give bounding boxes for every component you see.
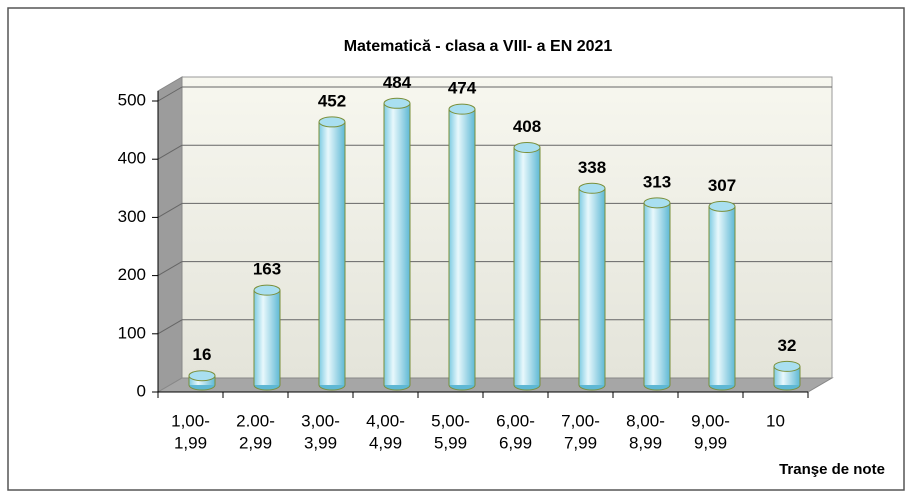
bar: [513, 142, 541, 391]
value-label: 408: [513, 117, 541, 136]
bar: [643, 197, 671, 391]
x-tick-label: 6,00-: [496, 411, 535, 430]
x-tick-label: 1,99: [174, 433, 207, 452]
x-tick-label: 5,00-: [431, 411, 470, 430]
value-label: 484: [383, 73, 412, 92]
grid-line: [157, 261, 183, 277]
bar: [383, 97, 411, 391]
side-wall: [157, 76, 183, 393]
x-axis-label: Tranşe de note: [779, 461, 885, 478]
bar: [773, 360, 801, 391]
x-tick-label: 8,00-: [626, 411, 665, 430]
value-label: 16: [193, 345, 212, 364]
y-tick-label: 100: [118, 323, 146, 342]
value-label: 452: [318, 91, 346, 110]
grid-line: [157, 319, 183, 335]
bar: [188, 370, 216, 391]
bar: [448, 103, 476, 391]
x-tick-label: 5,99: [434, 433, 467, 452]
y-tick-label: 500: [118, 90, 146, 109]
chart-title: Matematică - clasa a VIII- a EN 2021: [344, 38, 613, 55]
x-tick-label: 7,99: [564, 433, 597, 452]
x-tick-label: 4,99: [369, 433, 402, 452]
grid-line: [157, 144, 183, 160]
x-tick-label: 8,99: [629, 433, 662, 452]
value-label: 307: [708, 176, 736, 195]
grid-line: [157, 86, 183, 102]
value-label: 313: [643, 172, 671, 191]
value-label: 32: [778, 336, 797, 355]
y-tick-label: 200: [118, 265, 146, 284]
y-tick-label: 300: [118, 207, 146, 226]
value-label: 474: [448, 79, 477, 98]
x-tick-label: 7,00-: [561, 411, 600, 430]
x-tick-label: 3,00-: [301, 411, 340, 430]
x-tick-label: 2.00-: [236, 411, 275, 430]
x-tick-label: 2,99: [239, 433, 272, 452]
x-tick-label: 6,99: [499, 433, 532, 452]
y-tick-label: 0: [137, 381, 146, 400]
x-tick-label: 3,99: [304, 433, 337, 452]
bar: [708, 200, 736, 391]
bar: [253, 284, 281, 391]
bar: [578, 182, 606, 391]
x-tick-label: 9,99: [694, 433, 727, 452]
y-tick-label: 400: [118, 149, 146, 168]
x-tick-label: 9,00-: [691, 411, 730, 430]
value-label: 338: [578, 158, 606, 177]
x-tick-label: 10: [766, 411, 785, 430]
value-label: 163: [253, 260, 281, 279]
bar: [318, 116, 346, 391]
x-tick-label: 4,00-: [366, 411, 405, 430]
grid-line: [157, 202, 183, 218]
x-tick-label: 1,00-: [171, 411, 210, 430]
